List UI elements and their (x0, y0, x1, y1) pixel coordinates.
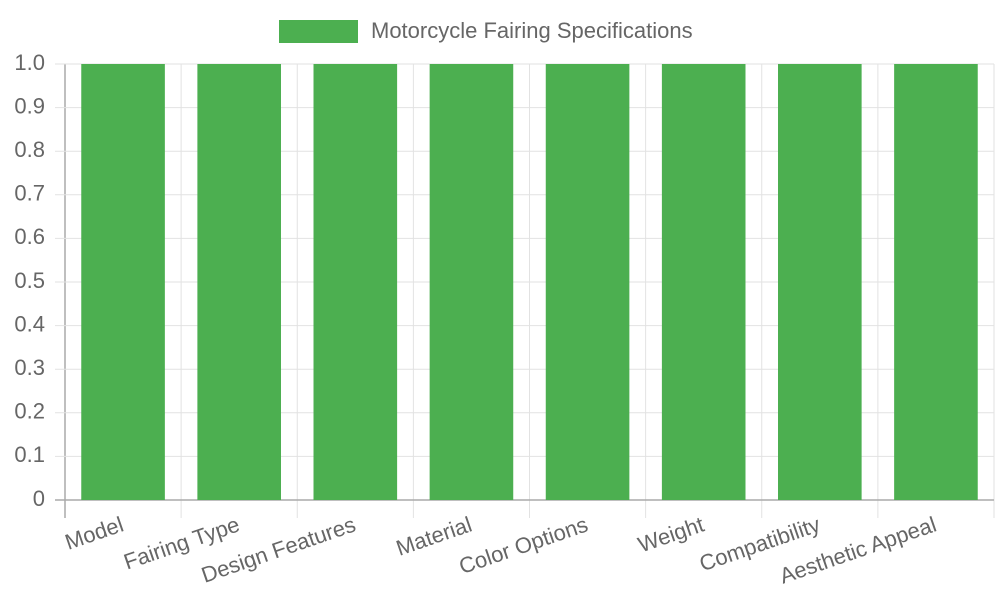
bar (894, 64, 978, 500)
x-tick-label: Model (62, 512, 127, 555)
y-tick-label: 1.0 (14, 50, 45, 75)
bar (81, 64, 165, 500)
y-tick-label: 0.2 (14, 399, 45, 424)
y-tick-label: 0.3 (14, 355, 45, 380)
y-tick-label: 0.9 (14, 93, 45, 118)
bar (313, 64, 398, 500)
legend-swatch (279, 20, 358, 43)
y-tick-label: 0.1 (14, 442, 45, 467)
bar (197, 64, 281, 500)
x-tick-label: Weight (635, 512, 708, 558)
y-tick-label: 0 (33, 486, 45, 511)
bar (661, 64, 746, 500)
bar (545, 64, 630, 500)
bar (429, 64, 514, 500)
y-tick-label: 0.5 (14, 268, 45, 293)
y-tick-label: 0.6 (14, 224, 45, 249)
legend-label: Motorcycle Fairing Specifications (371, 18, 693, 43)
y-tick-label: 0.7 (14, 181, 45, 206)
x-tick-label: Color Options (456, 512, 591, 579)
y-tick-label: 0.4 (14, 311, 45, 336)
bar (778, 64, 862, 500)
y-tick-label: 0.8 (14, 137, 45, 162)
